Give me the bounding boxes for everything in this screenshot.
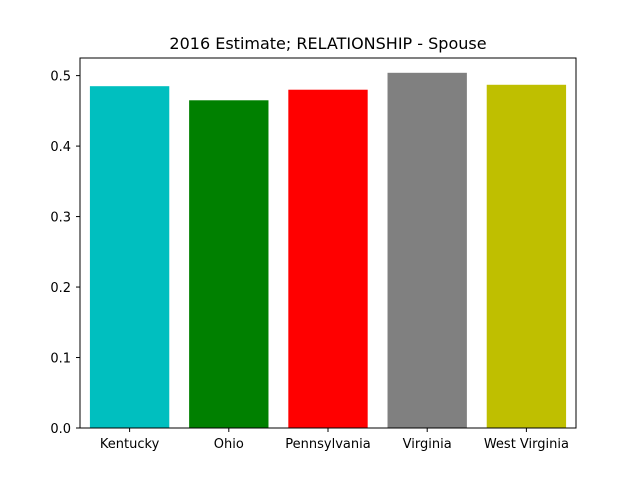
y-tick-label: 0.2: [50, 281, 71, 296]
bars-group: [89, 72, 567, 429]
y-tick-label: 0.0: [50, 422, 71, 437]
x-axis-ticks: Kentucky Ohio Pennsylvania Virginia West Vir…: [100, 428, 569, 452]
plot-frame: [79, 57, 577, 429]
bar-pennsylvania: [288, 89, 368, 428]
chart-title: 2016 Estimate; RELATIONSHIP - Spouse: [169, 34, 486, 53]
bar-virginia: [387, 72, 467, 429]
y-tick-label: 0.5: [50, 70, 71, 85]
bar-ohio: [189, 100, 269, 429]
y-tick-label: 0.4: [50, 140, 71, 155]
y-axis-ticks: 0.0 0.1 0.2 0.3 0.4 0.5: [50, 70, 80, 437]
x-tick-label: Kentucky: [100, 437, 160, 452]
x-tick-label: Virginia: [403, 437, 452, 452]
y-tick-label: 0.1: [50, 352, 71, 367]
x-tick-label: Pennsylvania: [285, 437, 370, 452]
y-tick-label: 0.3: [50, 211, 71, 226]
x-tick-label: Ohio: [214, 437, 244, 452]
x-tick-label: West Virginia: [484, 437, 569, 452]
bar-kentucky: [89, 86, 170, 428]
bar-west-virginia: [486, 84, 567, 429]
